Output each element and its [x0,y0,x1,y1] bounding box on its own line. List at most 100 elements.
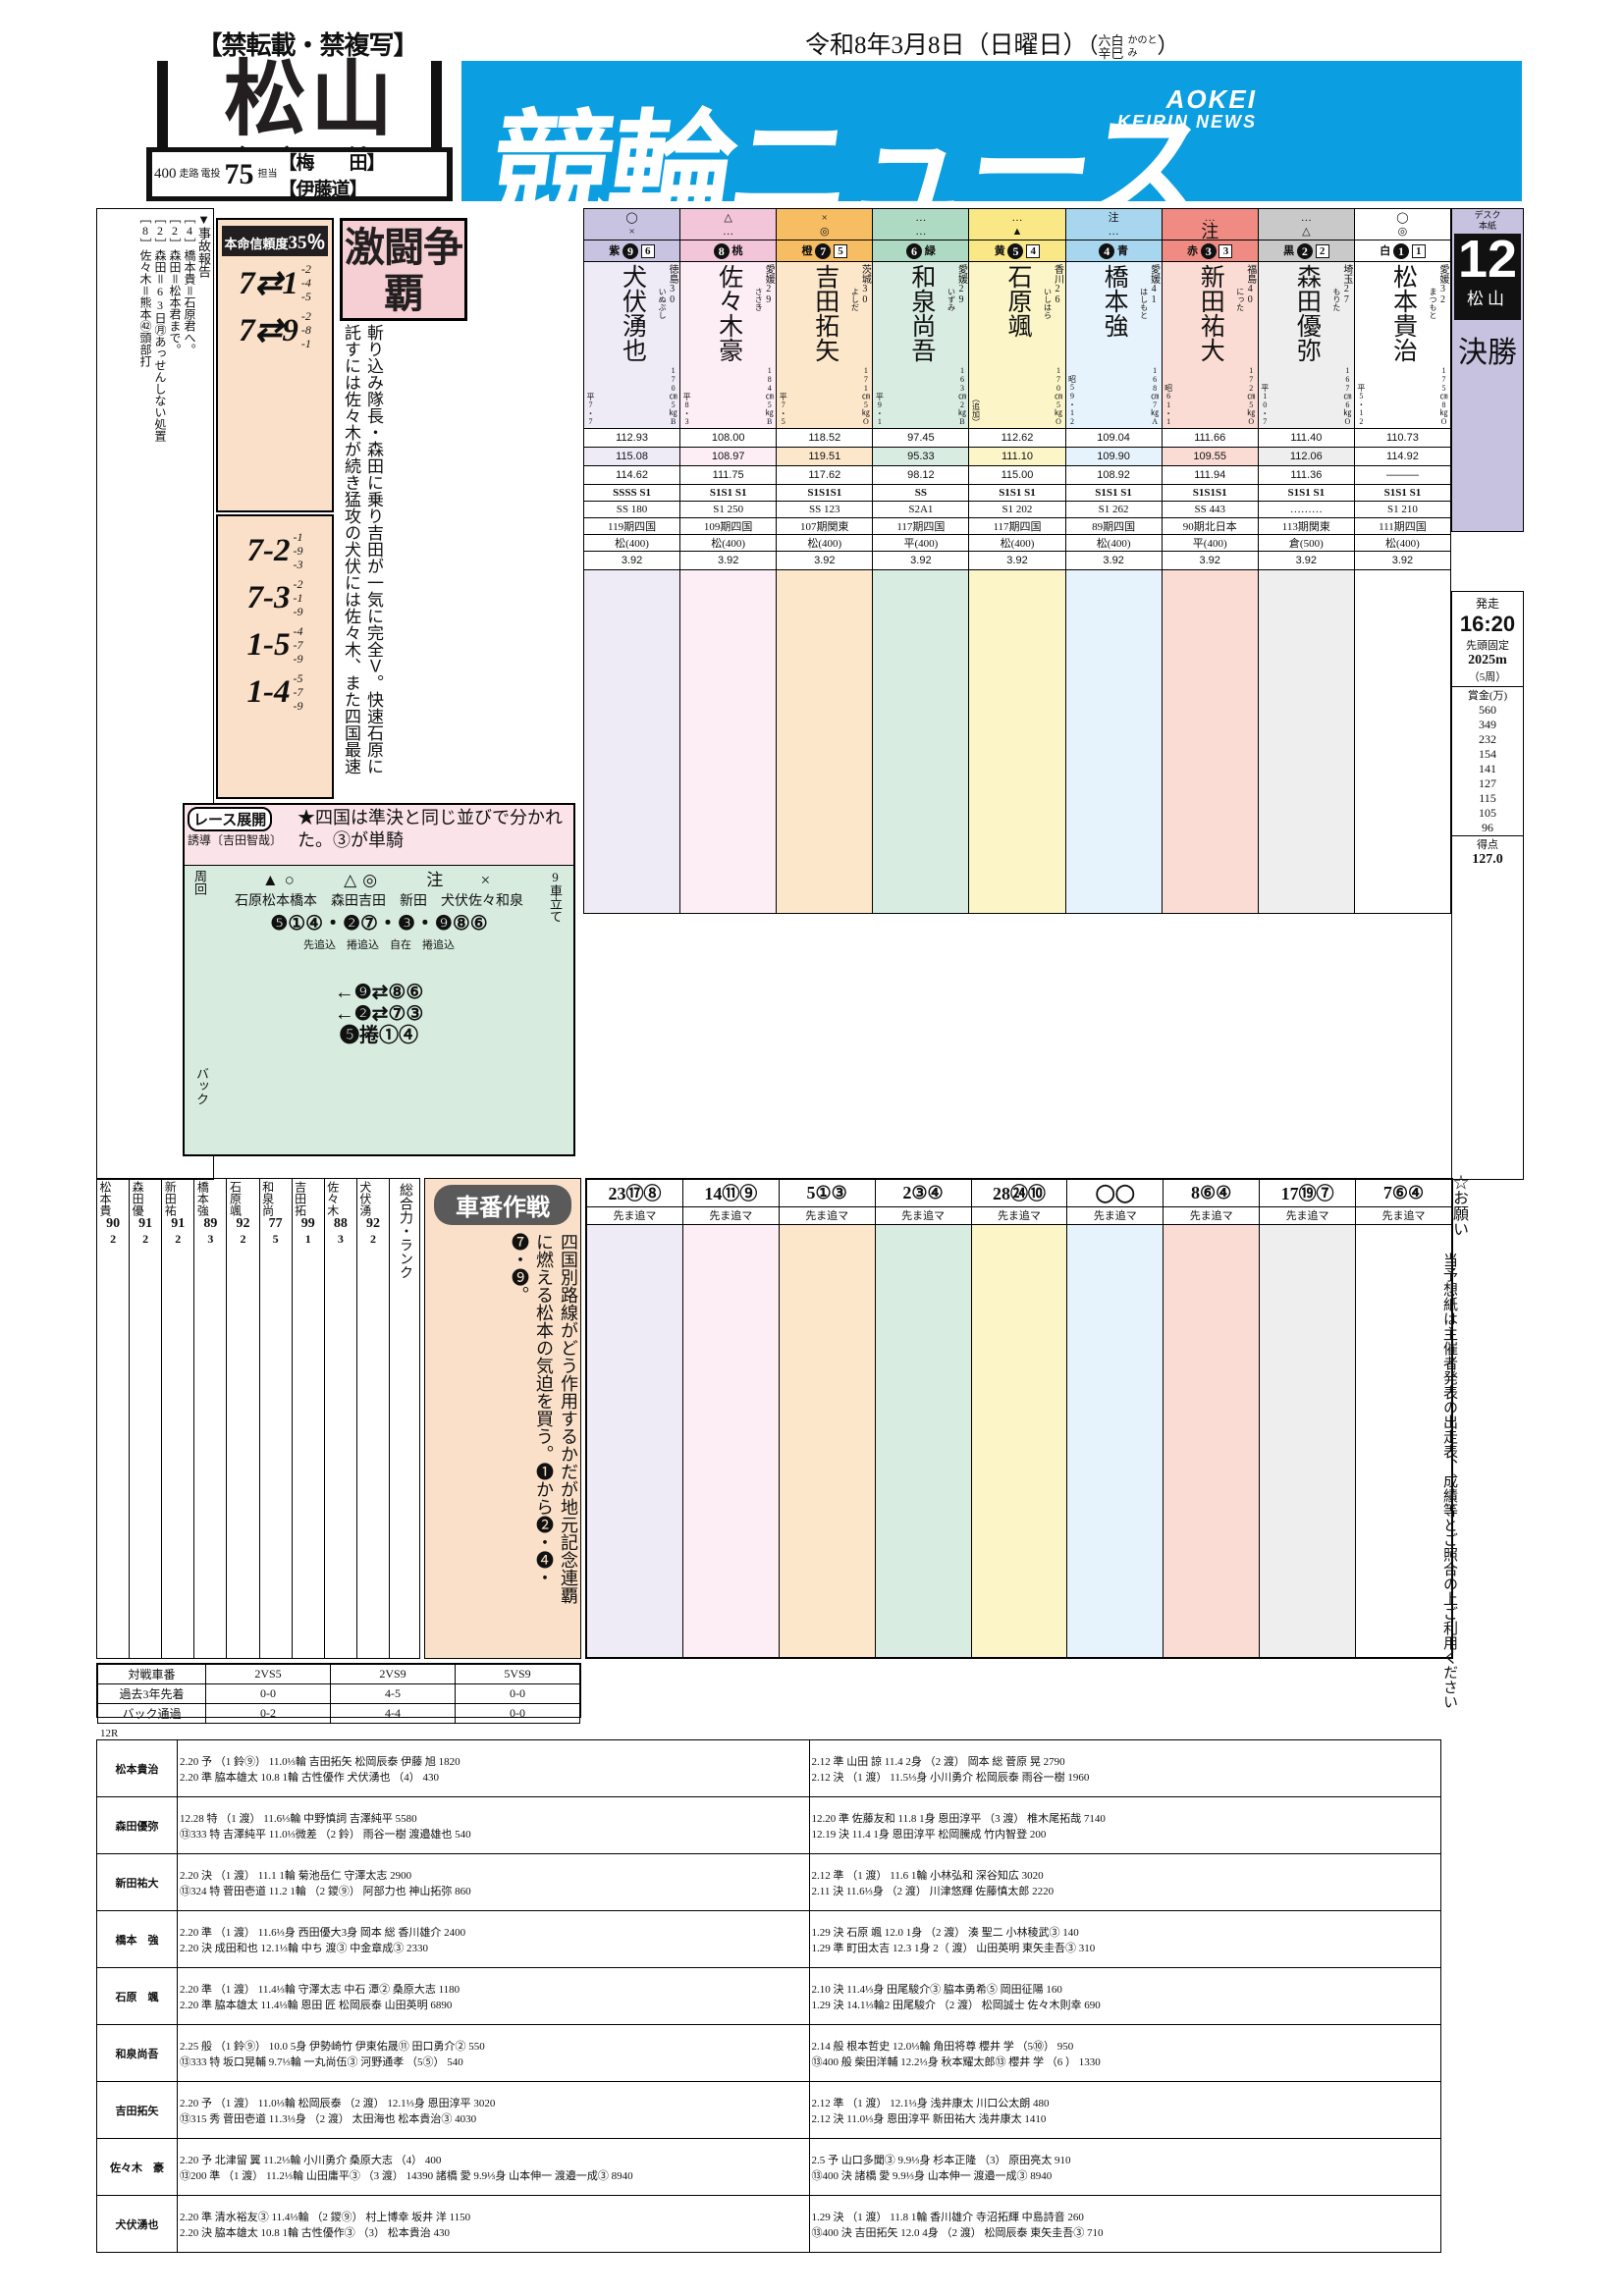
senma-body-5 [1066,1224,1164,1658]
practice-2: 倉(500) [1257,534,1355,552]
result-entry: 2.11 決 11.6⅓身 （2 渡） 川津悠輝 佐藤慎太郎 2220 [811,1885,1055,1897]
racer-physique: 170㎝5㎏B [669,366,678,426]
practice-7: 松(400) [776,534,874,552]
racer-surname: 吉田拓矢 [811,264,839,362]
senma-sub-7: 先ま追マ [1259,1205,1356,1226]
forecast-row-1: 7⇄9 -2 -8 -1 [218,309,332,350]
result-entry: 2.20 決 成田和也 12.1⅓輪 中ち 渡③ 中金章成③ 2330 [180,1942,428,1954]
pts-7-1: 119.51 [776,447,874,466]
pts-5-0: 112.62 [968,428,1066,448]
car-cell-6[interactable]: 6 緑 [872,240,970,262]
racer-name-cell-5[interactable]: 石原颯 香川26 いしはら （追加） 170㎝5㎏O [968,261,1066,429]
practice-5: 松(400) [968,534,1066,552]
racer-kana: はしもと [1139,288,1149,319]
racer-name-cell-7[interactable]: 吉田拓矢 茨城30 よしだ 平7・5 171㎝5㎏O [776,261,874,429]
color-label: 青 [1116,244,1128,257]
mark-secondary: … [915,225,927,238]
senma-body-4 [970,1224,1068,1658]
matchup-row-past: 過去3年先着 0-0 4-5 0-0 [97,1683,580,1704]
result-entry: ⑬200 準 （1 渡） 11.2⅓輪 山田庸平③ （3 渡） 14390 諸橋… [180,2169,633,2182]
desk-text: デスク [1474,210,1501,220]
senma-body-1 [681,1224,780,1658]
power-rank: 3 [207,1232,214,1246]
term-7: 107期関東 [776,517,874,535]
car-number-row[interactable]: 紫 9 6 8 桃 橙 7 5 6 緑 黄 [582,240,1452,262]
car-cell-5[interactable]: 黄 5 4 [968,240,1066,262]
date-text: 令和8年3月8日（日曜日） [805,32,1088,59]
forecast-main-4: 1-5 [246,626,291,663]
car-cell-7[interactable]: 橙 7 5 [776,240,874,262]
racer-kana: いぬぶし [658,288,668,319]
forecast-main-5: 1-4 [246,673,291,710]
mark-cell-2: … △ [1257,208,1355,240]
prize-6: 127 [1479,776,1496,790]
senma-col-2: 5①③ [778,1179,876,1207]
forecast-main-3: 7-3 [246,579,291,615]
start-label: 発走 [1475,597,1499,611]
bracket-number: 1 [1411,244,1426,259]
result-row-8: 犬伏湧也 2.20 準 清水裕友③ 11.4⅓輪 （2 鑁⑨） 村上博幸 坂井 … [96,2195,1441,2253]
result-entry: 12.20 準 佐藤友和 11.8 1身 恩田淳平 （3 渡） 椎木尾拓哉 71… [811,1812,1106,1825]
result-racer-name: 新田祐大 [96,1853,178,1911]
stat-block-4 [1064,569,1163,914]
result-entry: 2.20 予 北津留 翼 11.2⅓輪 小川勇介 桑原大志 （4） 400 [180,2154,442,2166]
car-number: 4 [1099,243,1115,260]
car-cell-1[interactable]: 白 1 1 [1353,240,1452,262]
car-number: 8 [713,243,730,260]
racer-birth: 平10・7 [1260,384,1270,426]
racer-physique: 175㎝8㎏O [1439,366,1448,426]
racer-name-cell-8[interactable]: 佐々木豪 愛媛29 ささき 平8・3 184㎝5㎏B [679,261,778,429]
mark-cell-1: ◯ ◎ [1353,208,1452,240]
racer-pref-age: 茨城30 [859,264,871,305]
car-cell-2[interactable]: 黒 2 2 [1257,240,1355,262]
power-name: 吉田拓 [293,1181,307,1216]
senma-sub-4: 先ま追マ [970,1205,1068,1226]
racer-name-cell-3[interactable]: 新田祐大 福島40 にった 昭61・1 172㎝5㎏O [1161,261,1259,429]
result-racer-name: 佐々木 豪 [96,2138,178,2196]
result-entries-2: 12.20 準 佐藤友和 11.8 1身 恩田淳平 （3 渡） 椎木尾拓哉 71… [808,1796,1441,1854]
racer-name-cell-9[interactable]: 犬伏湧也 徳島30 いぬぶし 平7・7 170㎝5㎏B [582,261,681,429]
back-row-1: ←❷⇄⑦③ [334,1003,424,1025]
racer-pref-age: 埼玉27 [1340,264,1352,305]
car-cell-3[interactable]: 赤 3 3 [1161,240,1259,262]
forecast-row-3: 7-3 -2 -1 -9 [218,577,332,618]
result-entries-2: 1.29 決 （1 渡） 11.8 1輪 香川雄介 寺沼拓輝 中島詩音 260 … [808,2195,1441,2253]
racer-pref-age: 愛媛41 [1148,264,1160,305]
racer-surname: 和泉尚吾 [907,264,935,362]
racer-physique: 184㎝5㎏B [765,366,775,426]
mark-primary: … [915,211,927,224]
car-cell-9[interactable]: 紫 9 6 [582,240,681,262]
copyright-notice: 【禁転載・禁複写】 [196,31,418,60]
color-label: 白 [1380,244,1391,257]
stat-block-5 [968,569,1066,914]
result-entry: 2.20 予 （1 渡） 11.0⅓輪 松岡辰泰 （2 渡） 12.1⅓身 恩田… [180,2097,496,2109]
racer-name-cell-6[interactable]: 和泉尚吾 愛媛29 いずみ 平9・1 163㎝2㎏B [872,261,970,429]
results-body: 松本貴治 2.20 予 （1 鈴⑨） 11.0⅓輪 吉田拓矢 松岡辰泰 伊藤 旭… [96,1739,1441,2253]
pts-2-0: 111.40 [1257,428,1355,448]
power-name: 新田祐 [163,1181,178,1216]
comment-text: 斬り込み隊長・森田に乗り吉田が一気に完全Ｖ。快速石原に託すには佐々木が続き猛攻の… [342,324,383,774]
forecast-row-5: 1-4 -5 -7 -9 [218,671,332,713]
racer-pref-age: 愛媛29 [955,264,967,305]
forecast-main-1: 7⇄9 [239,313,298,348]
pacer-label: 誘導〔吉田智哉〕 [188,833,283,847]
matchup-past-0: 0-0 [205,1683,331,1704]
racer-birth: 平5・12 [1356,384,1366,426]
race-development-panel: レース展開 誘導〔吉田智哉〕 ★四国は準決と同じ並びで分かれた。③が単騎 周回 … [183,803,575,1156]
headline-title: 激闘争覇 [340,218,467,321]
power-name: 橋本強 [195,1181,210,1216]
racer-name-cell-1[interactable]: 松本貴治 愛媛32 まつもと 平5・12 175㎝8㎏O [1353,261,1452,429]
racer-name-cell-2[interactable]: 森田優弥 埼玉27 もりた 平10・7 167㎝6㎏O [1257,261,1355,429]
result-entries: 2.20 準 （1 渡） 11.4⅓輪 守澤太志 中石 潭② 桑原大志 1180… [177,1967,810,2025]
car-cell-8[interactable]: 8 桃 [679,240,778,262]
rank-9: SSSS S1 [582,484,681,502]
racer-surname: 森田優弥 [1293,264,1321,362]
strategy-title: 車番作戦 [434,1185,571,1225]
s1-6: S2A1 [872,501,970,518]
racer-name-cell-4[interactable]: 橋本強 愛媛41 はしもと 昭59・12 168㎝7㎏A [1064,261,1163,429]
car-cell-4[interactable]: 4 青 [1064,240,1163,262]
matchup-vs-2: 5VS9 [455,1664,580,1684]
result-entry: 2.10 決 11.4⅓身 田尾駿介③ 脇本勇希⑤ 岡田征陽 160 [811,1983,1062,1996]
fc-sub: -9 [293,652,303,666]
practice-9: 松(400) [582,534,681,552]
